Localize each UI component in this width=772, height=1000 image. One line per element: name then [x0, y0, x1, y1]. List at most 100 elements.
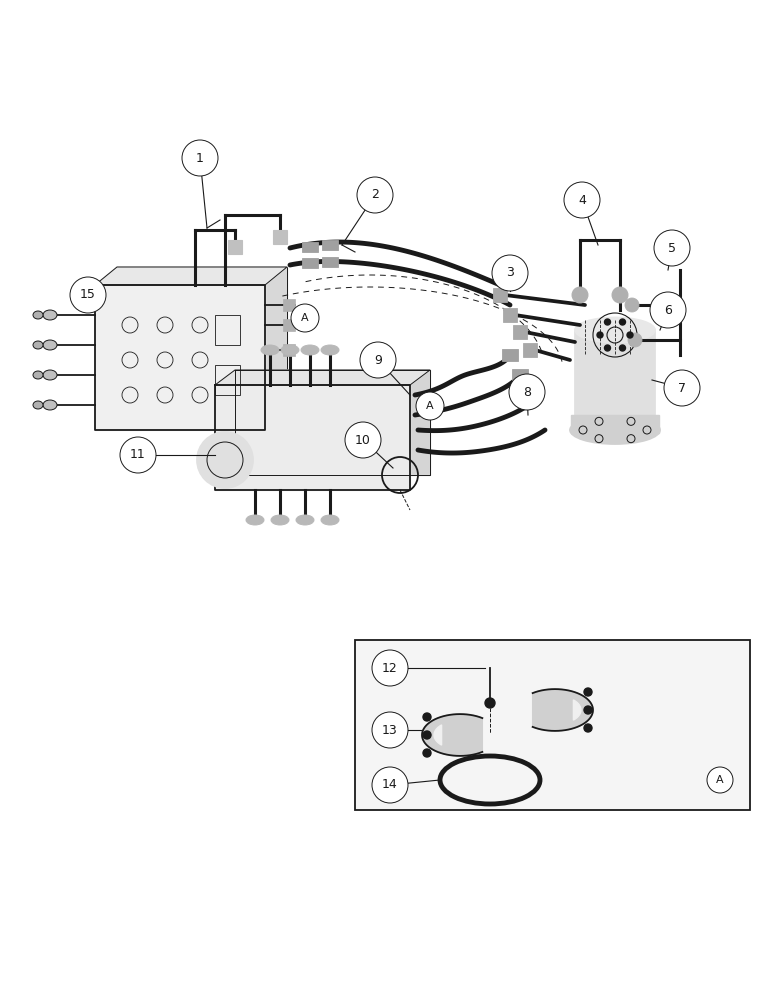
Polygon shape [215, 370, 430, 385]
Text: 14: 14 [382, 778, 398, 792]
Circle shape [416, 392, 444, 420]
Bar [302, 258, 318, 268]
Circle shape [627, 332, 633, 338]
Circle shape [604, 345, 611, 351]
Polygon shape [574, 700, 581, 720]
Bar [302, 242, 318, 252]
Circle shape [372, 712, 408, 748]
Circle shape [625, 298, 639, 312]
Ellipse shape [296, 515, 314, 525]
Ellipse shape [43, 310, 57, 320]
Circle shape [197, 432, 253, 488]
Ellipse shape [43, 370, 57, 380]
Polygon shape [533, 689, 593, 731]
Bar [273, 230, 287, 244]
Circle shape [372, 767, 408, 803]
Circle shape [604, 319, 611, 325]
Bar [215, 365, 240, 395]
Bar [513, 325, 527, 339]
Text: 4: 4 [578, 194, 586, 207]
Circle shape [619, 345, 625, 351]
Bar [493, 288, 507, 302]
Text: 15: 15 [80, 288, 96, 302]
Circle shape [707, 767, 733, 793]
Circle shape [650, 292, 686, 328]
Bar [575, 330, 655, 430]
Text: A: A [716, 775, 724, 785]
Circle shape [584, 706, 592, 714]
Circle shape [345, 422, 381, 458]
Circle shape [572, 287, 588, 303]
Text: A: A [426, 401, 434, 411]
Ellipse shape [570, 416, 660, 444]
Text: 10: 10 [355, 434, 371, 446]
Ellipse shape [281, 345, 299, 355]
Ellipse shape [246, 515, 264, 525]
Bar [523, 343, 537, 357]
Bar [283, 299, 295, 311]
Bar [215, 315, 240, 345]
Ellipse shape [33, 371, 43, 379]
Polygon shape [95, 285, 265, 430]
Circle shape [584, 688, 592, 696]
Polygon shape [95, 267, 287, 285]
Circle shape [423, 749, 431, 757]
Circle shape [70, 277, 106, 313]
Bar [322, 240, 338, 250]
Circle shape [612, 287, 628, 303]
Bar [228, 240, 242, 254]
Circle shape [120, 437, 156, 473]
Polygon shape [434, 725, 442, 745]
Polygon shape [235, 370, 430, 475]
Circle shape [509, 374, 545, 410]
Text: 6: 6 [664, 304, 672, 316]
Bar [512, 369, 528, 381]
Ellipse shape [261, 345, 279, 355]
Text: 12: 12 [382, 662, 398, 674]
Text: 3: 3 [506, 266, 514, 279]
Circle shape [423, 731, 431, 739]
Bar [355, 640, 750, 810]
Text: 8: 8 [523, 385, 531, 398]
Text: 13: 13 [382, 724, 398, 736]
Ellipse shape [271, 515, 289, 525]
Circle shape [182, 140, 218, 176]
Circle shape [664, 370, 700, 406]
Circle shape [291, 304, 319, 332]
Ellipse shape [33, 401, 43, 409]
Circle shape [628, 333, 642, 347]
Ellipse shape [43, 400, 57, 410]
Polygon shape [117, 267, 287, 412]
Ellipse shape [321, 345, 339, 355]
Ellipse shape [33, 311, 43, 319]
Bar [322, 257, 338, 267]
Circle shape [654, 230, 690, 266]
Text: 9: 9 [374, 354, 382, 366]
Bar [283, 344, 295, 356]
Ellipse shape [321, 515, 339, 525]
Circle shape [584, 724, 592, 732]
Text: 7: 7 [678, 381, 686, 394]
Ellipse shape [43, 340, 57, 350]
Text: 2: 2 [371, 188, 379, 202]
Polygon shape [422, 714, 482, 756]
Text: 1: 1 [196, 151, 204, 164]
Bar [502, 349, 518, 361]
Circle shape [619, 319, 625, 325]
Circle shape [597, 332, 603, 338]
Bar [571, 415, 659, 433]
Text: 5: 5 [668, 241, 676, 254]
Ellipse shape [301, 345, 319, 355]
Ellipse shape [33, 341, 43, 349]
Circle shape [564, 182, 600, 218]
Text: 11: 11 [130, 448, 146, 462]
Circle shape [372, 650, 408, 686]
Ellipse shape [575, 318, 655, 342]
Circle shape [492, 255, 528, 291]
Text: A: A [301, 313, 309, 323]
Circle shape [357, 177, 393, 213]
Ellipse shape [575, 418, 655, 442]
Bar [503, 308, 517, 322]
Polygon shape [215, 385, 410, 490]
Circle shape [423, 713, 431, 721]
